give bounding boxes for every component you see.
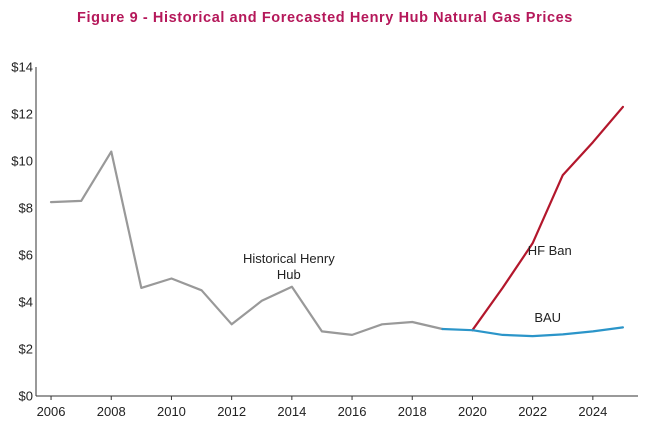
annotation-bau: BAU: [534, 310, 561, 325]
series-lines: [49, 105, 625, 338]
y-tick-label: $6: [19, 248, 33, 263]
x-axis-ticks: [50, 396, 594, 400]
annotation-historical-henry-hub: Historical Henry Hub: [243, 251, 335, 282]
x-tick-label: 2008: [97, 404, 126, 419]
y-axis-tick-labels: $0 $2 $4 $6 $8 $10 $12 $14: [11, 60, 33, 404]
x-tick-label: 2016: [338, 404, 367, 419]
y-tick-label: $12: [11, 107, 33, 122]
chart-title: Figure 9 - Historical and Forecasted Hen…: [77, 10, 573, 26]
x-axis-tick-labels: 2006 2008 2010 2012 2014 2016 2018 2020 2022 2024: [37, 404, 608, 419]
y-tick-label: $8: [19, 201, 33, 216]
x-tick-label: 2012: [217, 404, 246, 419]
x-tick-label: 2020: [458, 404, 487, 419]
series-line-historical-henry-hub: [49, 150, 444, 336]
x-tick-label: 2006: [37, 404, 66, 419]
y-tick-label: $10: [11, 154, 33, 169]
x-tick-label: 2024: [578, 404, 607, 419]
annotations: Historical Henry Hub HF Ban BAU: [243, 243, 572, 325]
y-tick-label: $14: [11, 60, 33, 75]
x-tick-label: 2018: [398, 404, 427, 419]
x-tick-label: 2010: [157, 404, 186, 419]
y-tick-label: $4: [19, 295, 33, 310]
series-line-hf-ban: [471, 105, 625, 332]
x-tick-label: 2014: [277, 404, 306, 419]
y-tick-label: $2: [19, 342, 33, 357]
series-line-bau: [441, 326, 625, 338]
x-tick-label: 2022: [518, 404, 547, 419]
y-tick-label: $0: [19, 389, 33, 404]
annotation-hf-ban: HF Ban: [528, 243, 572, 258]
